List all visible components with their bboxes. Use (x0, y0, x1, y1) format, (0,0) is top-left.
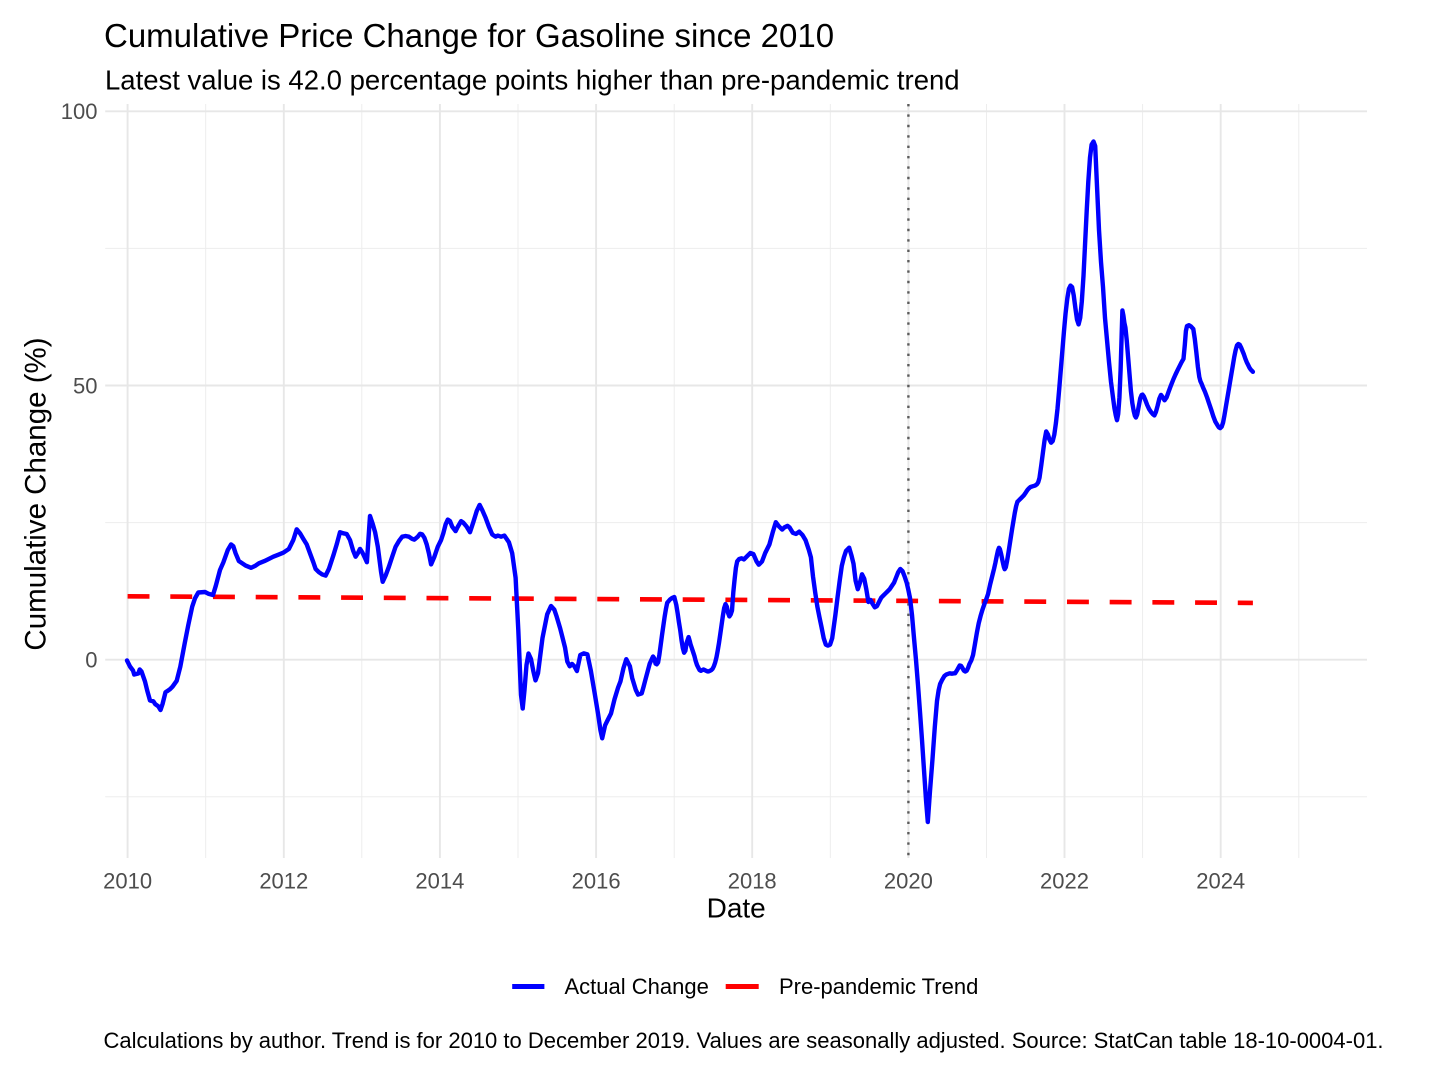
svg-text:2024: 2024 (1196, 869, 1245, 894)
svg-text:Date: Date (707, 893, 766, 924)
svg-text:2012: 2012 (259, 869, 308, 894)
svg-text:50: 50 (73, 373, 97, 398)
svg-text:2016: 2016 (572, 869, 621, 894)
svg-text:Calculations by author. Trend: Calculations by author. Trend is for 201… (104, 1028, 1384, 1053)
svg-text:Actual Change: Actual Change (565, 974, 709, 999)
svg-text:2014: 2014 (415, 869, 464, 894)
svg-text:Cumulative Change (%): Cumulative Change (%) (20, 337, 53, 650)
svg-text:2020: 2020 (884, 869, 933, 894)
svg-text:2010: 2010 (103, 869, 152, 894)
svg-text:100: 100 (61, 99, 98, 124)
svg-text:Latest value is 42.0 percentag: Latest value is 42.0 percentage points h… (105, 65, 960, 96)
svg-text:Cumulative Price Change for Ga: Cumulative Price Change for Gasoline sin… (104, 17, 834, 54)
svg-text:2022: 2022 (1040, 869, 1089, 894)
svg-text:2018: 2018 (728, 869, 777, 894)
svg-text:Pre-pandemic Trend: Pre-pandemic Trend (779, 974, 978, 999)
svg-text:0: 0 (85, 648, 97, 673)
